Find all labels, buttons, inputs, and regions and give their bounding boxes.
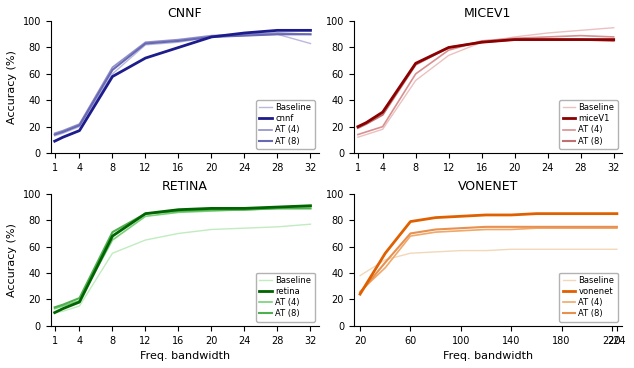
- X-axis label: Freq. bandwidth: Freq. bandwidth: [139, 351, 230, 361]
- Title: CNNF: CNNF: [167, 7, 202, 20]
- X-axis label: Freq. bandwidth: Freq. bandwidth: [443, 351, 533, 361]
- Y-axis label: Accuracy (%): Accuracy (%): [7, 50, 17, 124]
- Legend: Baseline, retina, AT (4), AT (8): Baseline, retina, AT (4), AT (8): [256, 273, 314, 322]
- Title: RETINA: RETINA: [162, 180, 207, 193]
- Legend: Baseline, cnnf, AT (4), AT (8): Baseline, cnnf, AT (4), AT (8): [256, 100, 314, 149]
- Title: MICEV1: MICEV1: [464, 7, 512, 20]
- Title: VONENET: VONENET: [458, 180, 518, 193]
- Legend: Baseline, miceV1, AT (4), AT (8): Baseline, miceV1, AT (4), AT (8): [559, 100, 618, 149]
- Legend: Baseline, vonenet, AT (4), AT (8): Baseline, vonenet, AT (4), AT (8): [559, 273, 618, 322]
- Y-axis label: Accuracy (%): Accuracy (%): [7, 223, 17, 297]
